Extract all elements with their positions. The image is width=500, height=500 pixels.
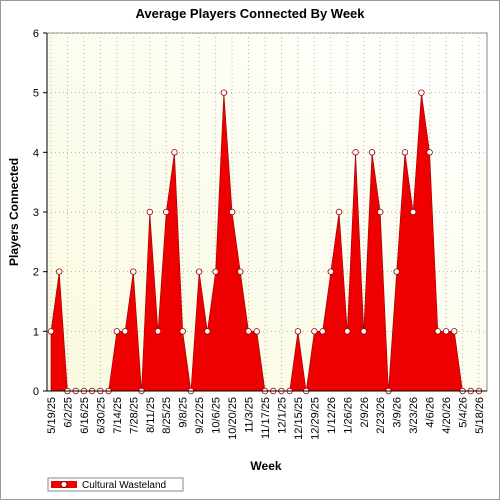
chart-title: Average Players Connected By Week [135, 6, 365, 21]
x-tick-label: 3/23/26 [408, 397, 420, 434]
point [401, 149, 409, 156]
point [360, 328, 367, 335]
point [253, 328, 260, 335]
point [294, 328, 302, 335]
point [442, 328, 450, 335]
point [146, 208, 153, 216]
x-tick-label: 5/18/26 [474, 397, 486, 434]
x-tick-label: 8/25/25 [161, 397, 173, 434]
x-tick-label: 2/9/26 [359, 397, 371, 428]
point [121, 328, 129, 335]
point [220, 89, 228, 96]
point [56, 268, 63, 275]
x-tick-label: 8/11/25 [145, 397, 157, 433]
point [393, 268, 400, 275]
point [171, 149, 178, 156]
point [228, 208, 236, 216]
y-tick-label: 3 [33, 207, 39, 219]
y-tick-label: 5 [33, 88, 39, 100]
y-tick-label: 0 [33, 386, 39, 398]
x-tick-label: 10/6/25 [211, 397, 223, 434]
x-tick-label: 6/30/25 [95, 397, 107, 434]
x-tick-label: 11/3/25 [244, 397, 256, 433]
point [204, 328, 211, 335]
x-tick-label: 4/6/26 [425, 397, 437, 428]
y-tick-label: 1 [33, 326, 39, 338]
point [434, 328, 442, 335]
point [179, 328, 186, 335]
x-tick-label: 5/4/26 [458, 397, 470, 428]
x-tick-label: 9/22/25 [194, 397, 206, 434]
x-tick-label: 1/26/26 [342, 397, 354, 434]
point [409, 208, 417, 216]
point [113, 328, 121, 335]
point [335, 208, 343, 216]
y-tick-label: 6 [33, 28, 39, 40]
legend-label: Cultural Wasteland [82, 480, 166, 491]
y-tick-label: 2 [33, 267, 39, 279]
point [163, 208, 170, 216]
point [344, 328, 351, 335]
x-tick-label: 12/15/25 [293, 397, 305, 440]
legend-marker [60, 481, 68, 488]
point [154, 328, 162, 335]
x-tick-label: 7/28/25 [128, 397, 140, 434]
point [426, 149, 433, 156]
point [212, 268, 219, 275]
point [377, 208, 384, 216]
x-tick-label: 1/12/26 [326, 397, 338, 434]
x-tick-label: 10/20/25 [227, 397, 239, 440]
x-tick-label: 9/8/25 [178, 397, 190, 428]
point [245, 328, 252, 335]
x-tick-label: 12/1/25 [276, 397, 288, 434]
point [47, 328, 55, 335]
point [368, 149, 376, 156]
point [195, 268, 203, 275]
point [352, 149, 359, 156]
x-tick-label: 3/9/26 [392, 397, 404, 428]
x-tick-label: 11/17/25 [260, 397, 272, 439]
legend [47, 477, 184, 492]
x-tick-label: 5/19/25 [46, 397, 58, 434]
point [311, 328, 318, 335]
x-tick-label: 6/2/25 [62, 397, 74, 428]
y-axis-title: Players Connected [7, 158, 21, 266]
y-tick-label: 4 [33, 147, 39, 159]
point [418, 89, 425, 96]
point [319, 328, 326, 335]
x-tick-label: 2/23/26 [375, 397, 387, 434]
point [327, 268, 335, 275]
point [237, 268, 244, 275]
point [451, 328, 458, 335]
x-tick-label: 6/16/25 [79, 397, 91, 434]
point [130, 268, 137, 275]
x-axis-title: Week [250, 459, 281, 473]
x-tick-label: 4/20/26 [441, 397, 453, 434]
x-tick-label: 7/14/25 [112, 397, 124, 434]
x-tick-label: 12/29/25 [309, 397, 321, 440]
